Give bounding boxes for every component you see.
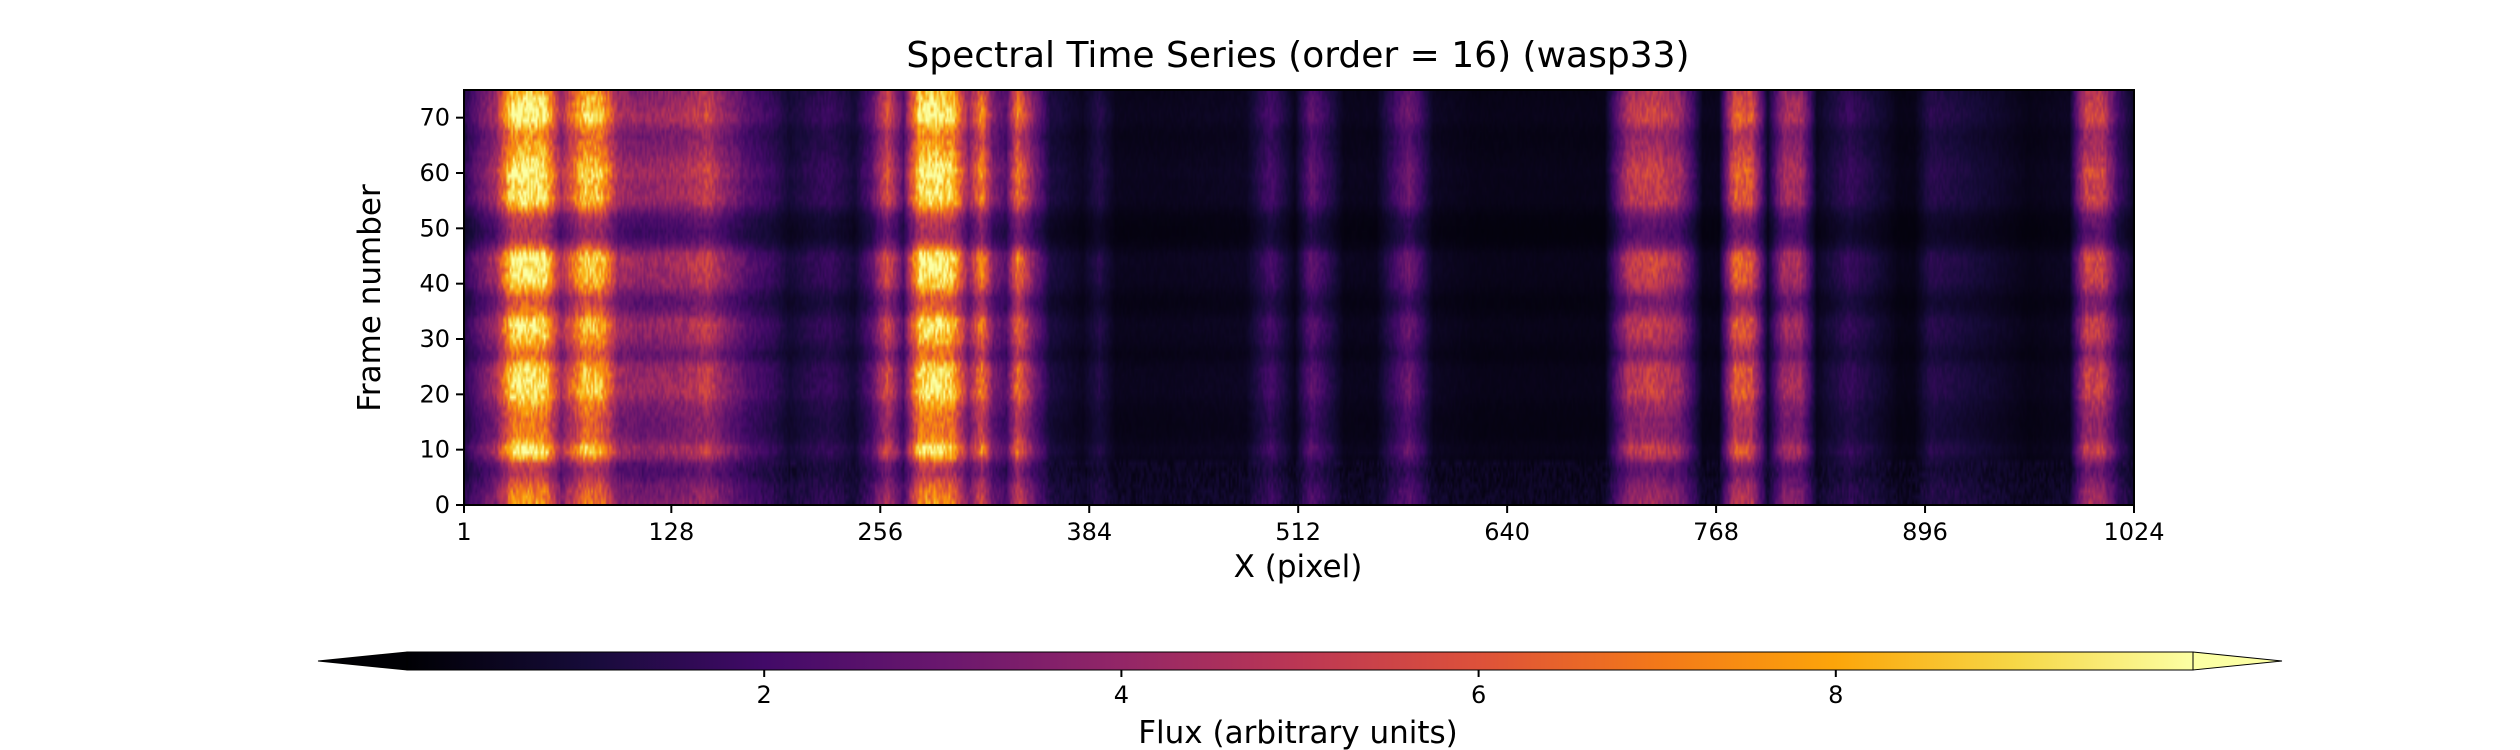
chart-title: Spectral Time Series (order = 16) (wasp3… <box>906 35 1689 76</box>
colorbar-tick-label: 6 <box>1471 681 1486 709</box>
y-tick-label: 50 <box>419 214 450 242</box>
y-axis-ticks: 0 10 20 30 40 50 60 70 <box>419 104 464 519</box>
x-axis-ticks: 1 128 256 384 512 640 768 896 1024 <box>456 505 2165 546</box>
x-tick-label: 256 <box>857 518 903 546</box>
x-tick-label: 1 <box>456 518 471 546</box>
colorbar-tick-label: 4 <box>1114 681 1129 709</box>
y-tick-label: 20 <box>419 380 450 408</box>
y-tick-label: 70 <box>419 104 450 132</box>
colorbar-label: Flux (arbitrary units) <box>1138 715 1458 750</box>
x-tick-label: 768 <box>1693 518 1739 546</box>
x-tick-label: 640 <box>1484 518 1530 546</box>
heatmap <box>464 90 2134 505</box>
y-axis-label: Frame number <box>352 184 388 412</box>
colorbar-ticks: 2 4 6 8 <box>757 670 1843 709</box>
y-tick-label: 0 <box>435 491 450 519</box>
colorbar-gradient <box>406 651 2194 671</box>
x-tick-label: 384 <box>1066 518 1112 546</box>
colorbar: 2 4 6 8 <box>317 651 2283 709</box>
y-tick-label: 10 <box>419 436 450 464</box>
y-tick-label: 60 <box>419 159 450 187</box>
x-tick-label: 512 <box>1275 518 1321 546</box>
x-tick-label: 128 <box>648 518 694 546</box>
colorbar-extend-high <box>2192 651 2283 671</box>
x-axis-label: X (pixel) <box>1234 549 1363 585</box>
x-tick-label: 1024 <box>2103 518 2164 546</box>
colorbar-extend-low <box>317 651 408 671</box>
y-tick-label: 40 <box>419 270 450 298</box>
colorbar-tick-label: 2 <box>757 681 772 709</box>
heatmap-image <box>464 90 2134 505</box>
colorbar-tick-label: 8 <box>1828 681 1843 709</box>
x-tick-label: 896 <box>1902 518 1948 546</box>
y-tick-label: 30 <box>419 325 450 353</box>
